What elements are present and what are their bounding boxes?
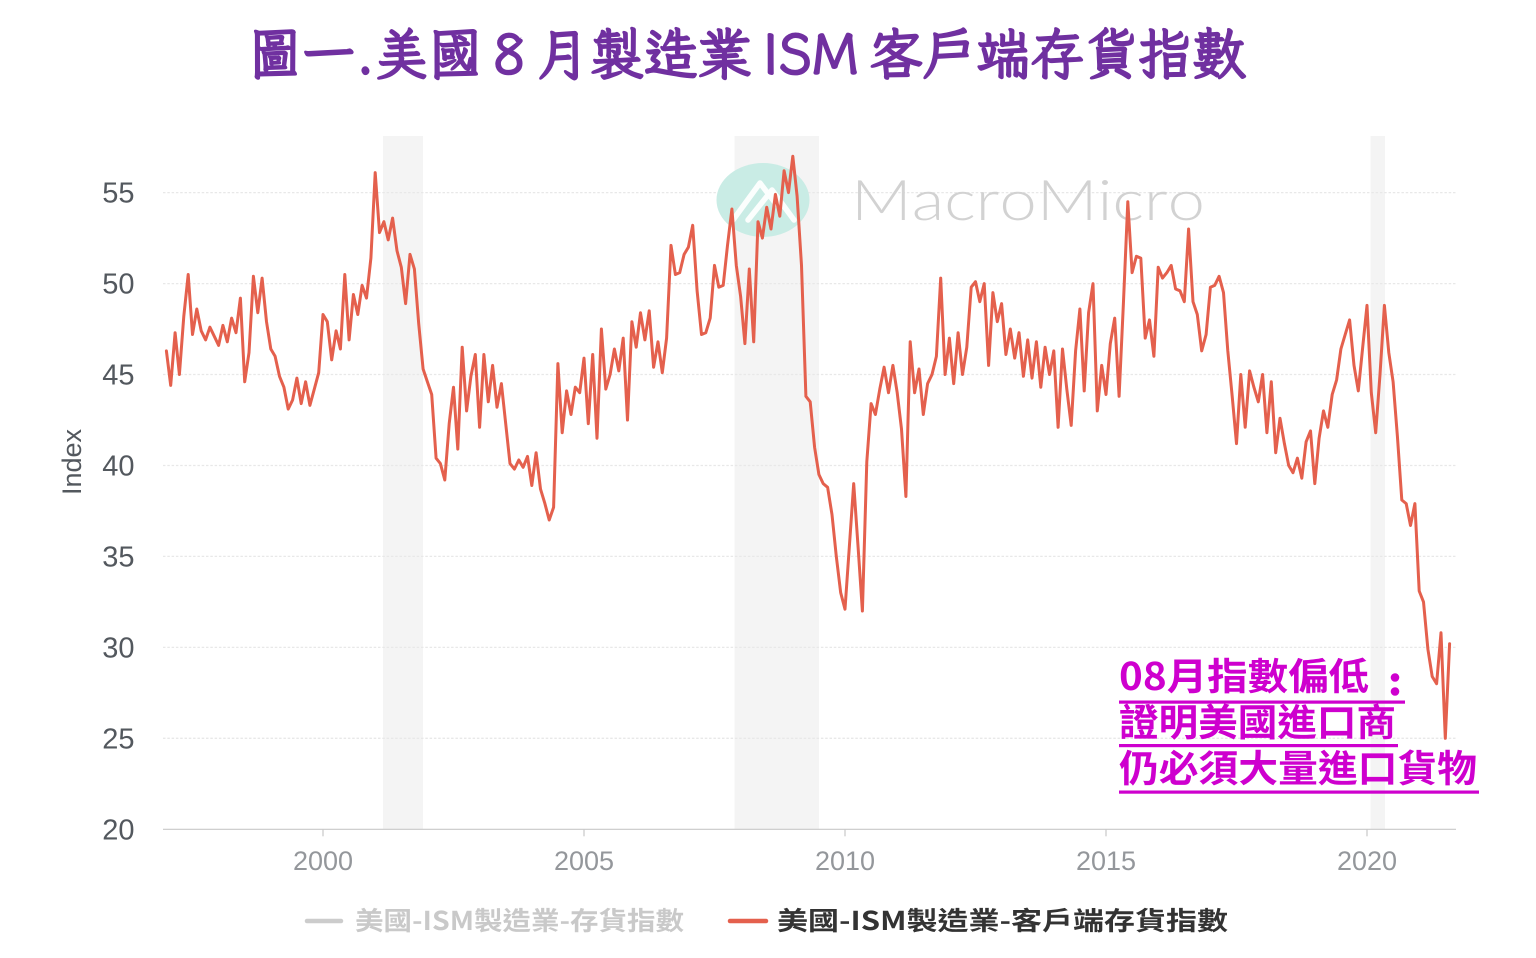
svg-text:2015: 2015 (1076, 846, 1136, 876)
svg-text:2000: 2000 (293, 846, 353, 876)
svg-text:Index: Index (57, 428, 87, 495)
svg-text:2010: 2010 (815, 846, 875, 876)
svg-text:30: 30 (102, 632, 134, 664)
svg-text:20: 20 (102, 814, 134, 846)
svg-text:35: 35 (102, 541, 134, 573)
svg-text:45: 45 (102, 360, 134, 392)
svg-text:50: 50 (102, 269, 134, 301)
svg-text:40: 40 (102, 451, 134, 483)
svg-text:25: 25 (102, 723, 134, 755)
svg-text:2020: 2020 (1337, 846, 1397, 876)
svg-text:2005: 2005 (554, 846, 614, 876)
svg-text:55: 55 (102, 178, 134, 210)
